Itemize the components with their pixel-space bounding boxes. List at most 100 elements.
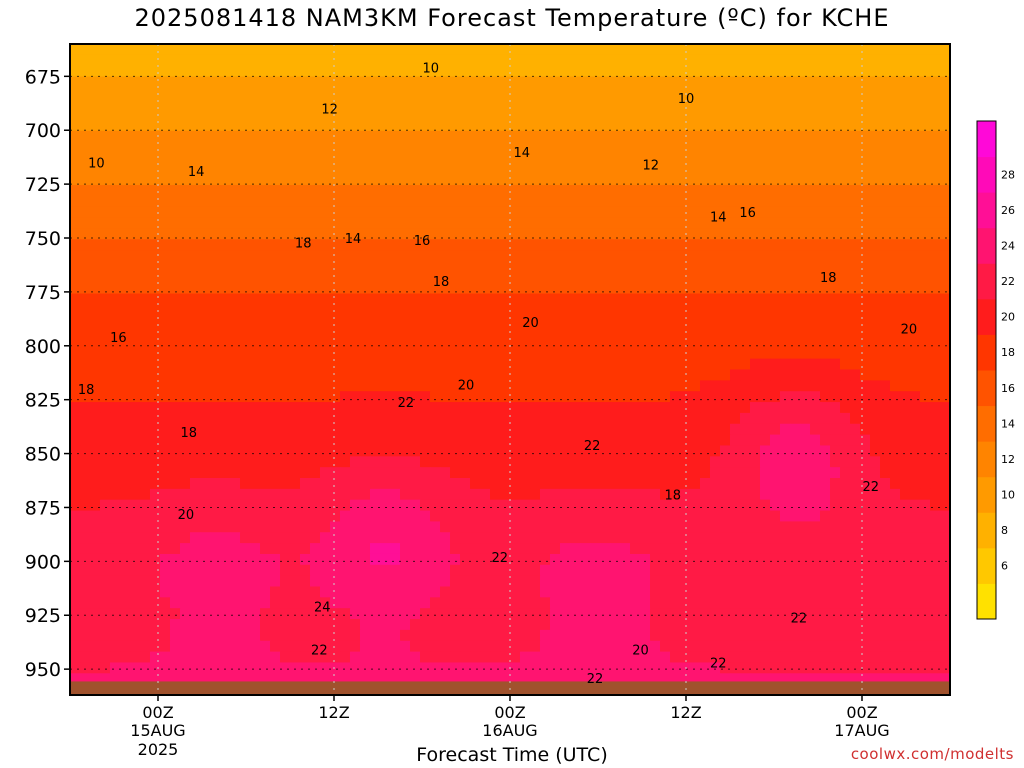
heatmap-cell <box>880 358 891 371</box>
heatmap-cell <box>350 326 361 338</box>
heatmap-cell <box>440 608 451 620</box>
heatmap-cell <box>580 597 591 609</box>
heatmap-cell <box>340 130 351 143</box>
heatmap-cell <box>780 369 791 381</box>
heatmap-cell <box>120 336 131 349</box>
heatmap-cell <box>850 553 861 566</box>
heatmap-cell <box>820 510 831 522</box>
heatmap-cell <box>600 412 611 425</box>
heatmap-cell <box>190 380 201 392</box>
heatmap-cell <box>720 315 731 327</box>
heatmap-cell <box>910 619 921 631</box>
heatmap-cell <box>830 54 841 67</box>
heatmap-cell <box>230 412 241 425</box>
heatmap-cell <box>470 358 481 371</box>
heatmap-cell <box>280 141 291 154</box>
heatmap-cell <box>160 391 171 403</box>
heatmap-cell <box>510 152 521 164</box>
heatmap-cell <box>530 271 541 284</box>
heatmap-cell <box>360 54 371 67</box>
heatmap-cell <box>240 293 251 305</box>
heatmap-cell <box>220 478 231 490</box>
heatmap-cell <box>910 261 921 273</box>
heatmap-cell <box>240 521 251 533</box>
heatmap-cell <box>320 141 331 154</box>
heatmap-cell <box>350 434 361 447</box>
heatmap-cell <box>260 293 271 305</box>
heatmap-cell <box>630 478 641 490</box>
heatmap-cell <box>420 98 431 110</box>
heatmap-cell <box>620 109 631 121</box>
heatmap-cell <box>320 510 331 522</box>
heatmap-cell <box>450 640 461 653</box>
heatmap-cell <box>910 564 921 577</box>
heatmap-cell <box>240 239 251 251</box>
heatmap-cell <box>530 640 541 653</box>
heatmap-cell <box>200 250 211 262</box>
heatmap-cell <box>350 76 361 88</box>
heatmap-cell <box>700 640 711 653</box>
heatmap-cell <box>930 304 941 316</box>
heatmap-cell <box>250 44 261 56</box>
heatmap-cell <box>870 423 881 436</box>
heatmap-cell <box>560 423 571 436</box>
heatmap-cell <box>180 44 191 56</box>
heatmap-cell <box>760 488 771 501</box>
heatmap-cell <box>290 282 301 295</box>
heatmap-cell <box>280 553 291 566</box>
heatmap-cell <box>170 467 181 479</box>
heatmap-cell <box>620 174 631 186</box>
heatmap-cell <box>270 380 281 392</box>
heatmap-cell <box>660 564 671 577</box>
heatmap-cell <box>560 304 571 316</box>
heatmap-cell <box>510 369 521 381</box>
heatmap-cell <box>120 271 131 284</box>
heatmap-cell <box>570 478 581 490</box>
heatmap-cell <box>870 271 881 284</box>
heatmap-cell <box>580 619 591 631</box>
heatmap-cell <box>410 87 421 99</box>
heatmap-cell <box>260 553 271 566</box>
heatmap-cell <box>440 282 451 295</box>
heatmap-cell <box>710 250 721 262</box>
heatmap-cell <box>940 315 951 327</box>
heatmap-cell <box>200 44 211 56</box>
heatmap-cell <box>480 163 491 175</box>
heatmap-cell <box>560 456 571 468</box>
heatmap-cell <box>750 369 761 381</box>
heatmap-cell <box>570 597 581 609</box>
heatmap-cell <box>830 206 841 219</box>
heatmap-cell <box>110 163 121 175</box>
heatmap-cell <box>660 250 671 262</box>
heatmap-cell <box>710 195 721 208</box>
heatmap-cell <box>480 326 491 338</box>
heatmap-cell <box>410 119 421 132</box>
heatmap-cell <box>790 619 801 631</box>
heatmap-cell <box>930 358 941 371</box>
heatmap-cell <box>610 564 621 577</box>
heatmap-cell <box>560 564 571 577</box>
heatmap-cell <box>180 293 191 305</box>
heatmap-cell <box>760 478 771 490</box>
heatmap-cell <box>860 629 871 642</box>
heatmap-cell <box>680 434 691 447</box>
heatmap-cell <box>240 412 251 425</box>
heatmap-cell <box>550 402 561 414</box>
heatmap-cell <box>620 445 631 457</box>
heatmap-cell <box>420 141 431 154</box>
heatmap-cell <box>300 380 311 392</box>
heatmap-cell <box>280 282 291 295</box>
heatmap-cell <box>480 54 491 67</box>
heatmap-cell <box>240 445 251 457</box>
heatmap-cell <box>230 521 241 533</box>
heatmap-cell <box>170 174 181 186</box>
heatmap-cell <box>290 206 301 219</box>
heatmap-cell <box>630 445 641 457</box>
heatmap-cell <box>480 575 491 588</box>
heatmap-cell <box>650 174 661 186</box>
heatmap-cell <box>510 619 521 631</box>
heatmap-cell <box>610 271 621 284</box>
heatmap-cell <box>190 44 201 56</box>
heatmap-cell <box>80 65 91 78</box>
heatmap-cell <box>620 478 631 490</box>
